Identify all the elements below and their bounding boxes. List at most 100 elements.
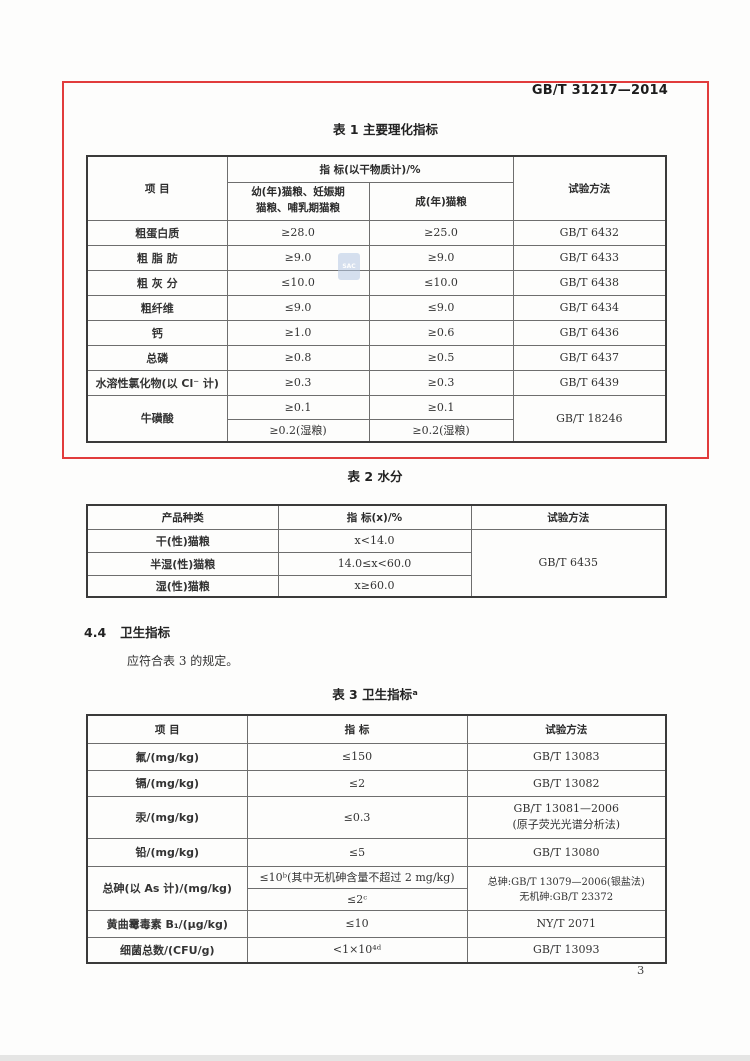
cell-indicator: ≤10	[246, 909, 468, 938]
table-row: 汞/(mg/kg) ≤0.3 GB/T 13081—2006 (原子荧光光谱分析…	[86, 795, 667, 839]
cell-method: GB/T 6438	[512, 269, 667, 296]
cell-indicator: ≤150	[246, 742, 468, 771]
cell-adult: ≥0.6	[368, 319, 514, 346]
cell-method: GB/T 13083	[466, 742, 667, 771]
cell-adult: ≤10.0	[368, 269, 514, 296]
table-row: 细菌总数/(CFU/g) <1×10⁴ᵈ GB/T 13093	[86, 936, 667, 964]
table-row: 粗 脂 肪 ≥9.0 ≥9.0 GB/T 6433	[86, 244, 667, 271]
cell-method: GB/T 6435	[470, 528, 667, 598]
t2-header-indicator: 指 标(x)/%	[277, 504, 472, 530]
cell-indicator: ≤0.3	[246, 795, 468, 839]
section-number: 4.4	[84, 625, 107, 640]
t1-header-item: 项 目	[86, 155, 228, 221]
table-row: 氟/(mg/kg) ≤150 GB/T 13083	[86, 742, 667, 771]
section-4-4-heading: 4.4 卫生指标	[84, 622, 170, 641]
section-title: 卫生指标	[120, 625, 171, 640]
cell-method: GB/T 13081—2006 (原子荧光光谱分析法)	[466, 795, 667, 839]
table3-header-row: 项 目 指 标 试验方法	[86, 714, 667, 744]
row-item-label: 氟/(mg/kg)	[86, 742, 248, 771]
row-item-label: 牛磺酸	[86, 394, 228, 443]
t1-header-young: 幼(年)猫粮、妊娠期 猫粮、哺乳期猫粮	[226, 181, 370, 221]
row-item-label: 粗蛋白质	[86, 219, 228, 246]
row-item-label: 黄曲霉毒素 B₁/(μg/kg)	[86, 909, 248, 938]
cell-adult: ≤9.0	[368, 294, 514, 321]
t3-header-indicator: 指 标	[246, 714, 468, 744]
t3-header-method: 试验方法	[466, 714, 667, 744]
cell-method: GB/T 13093	[466, 936, 667, 964]
cell-young: ≤9.0	[226, 294, 370, 321]
row-item-label: 汞/(mg/kg)	[86, 795, 248, 839]
row-item-label: 钙	[86, 319, 228, 346]
table-row: 铅/(mg/kg) ≤5 GB/T 13080	[86, 837, 667, 867]
cell-method: GB/T 13080	[466, 837, 667, 867]
arsenic-method-line2: 无机砷:GB/T 23372	[519, 892, 614, 903]
table2-title: 表 2 水分	[347, 469, 403, 484]
row-item-label: 半湿(性)猫粮	[86, 551, 279, 576]
cell-method: GB/T 6433	[512, 244, 667, 271]
row-item-label: 干(性)猫粮	[86, 528, 279, 553]
row-item-label: 粗 灰 分	[86, 269, 228, 296]
row-item-label: 细菌总数/(CFU/g)	[86, 936, 248, 964]
table1-title: 表 1 主要理化指标	[333, 122, 438, 137]
row-item-label: 粗纤维	[86, 294, 228, 321]
cell-method: 总砷:GB/T 13079—2006(银盐法) 无机砷:GB/T 23372	[466, 865, 667, 911]
cell-adult: ≥0.1	[368, 394, 514, 420]
arsenic-method-line1: 总砷:GB/T 13079—2006(银盐法)	[487, 877, 645, 888]
table-row: 粗 灰 分 ≤10.0 ≤10.0 GB/T 6438	[86, 269, 667, 296]
cell-young: ≥1.0	[226, 319, 370, 346]
cell-indicator: ≤5	[246, 837, 468, 867]
t1-header-indicator-group: 指 标(以干物质计)/%	[226, 155, 514, 183]
cell-method: GB/T 6439	[512, 369, 667, 396]
cell-method: GB/T 6437	[512, 344, 667, 371]
table-row-taurine-1: 牛磺酸 ≥0.1 ≥0.1 GB/T 18246	[86, 394, 667, 443]
row-item-label: 铅/(mg/kg)	[86, 837, 248, 867]
table-row-arsenic-1: 总砷(以 As 计)/(mg/kg) ≤10ᵇ(其中无机砷含量不超过 2 mg/…	[86, 865, 667, 911]
cell-indicator: x≥60.0	[277, 574, 472, 598]
t2-header-method: 试验方法	[470, 504, 667, 530]
cell-method: GB/T 6432	[512, 219, 667, 246]
cell-adult: ≥0.3	[368, 369, 514, 396]
table-row: 总磷 ≥0.8 ≥0.5 GB/T 6437	[86, 344, 667, 371]
table-row: 湿(性)猫粮 x≥60.0	[86, 574, 666, 598]
cell-method: GB/T 6436	[512, 319, 667, 346]
table-row: 黄曲霉毒素 B₁/(μg/kg) ≤10 NY/T 2071	[86, 909, 667, 938]
cell-young: ≥0.2(湿粮)	[226, 418, 370, 443]
table-row: 粗蛋白质 ≥28.0 ≥25.0 GB/T 6432	[86, 219, 667, 246]
cell-young: ≥0.1	[226, 394, 370, 420]
cell-indicator: <1×10⁴ᵈ	[246, 936, 468, 964]
table3: 项 目 指 标 试验方法 氟/(mg/kg) ≤150 GB/T 13083 镉…	[86, 714, 667, 964]
table-row: 钙 ≥1.0 ≥0.6 GB/T 6436	[86, 319, 667, 346]
cell-young: ≥28.0	[226, 219, 370, 246]
page-number: 3	[637, 963, 645, 977]
cell-adult: ≥0.2(湿粮)	[368, 418, 514, 443]
t3-header-item: 项 目	[86, 714, 248, 744]
row-item-label: 水溶性氯化物(以 Cl⁻ 计)	[86, 369, 228, 396]
cell-method: GB/T 6434	[512, 294, 667, 321]
row-item-label: 总砷(以 As 计)/(mg/kg)	[86, 865, 248, 911]
t2-header-product: 产品种类	[86, 504, 279, 530]
cell-young: ≥0.8	[226, 344, 370, 371]
scan-edge-artifact	[0, 1055, 750, 1061]
cell-indicator: ≤2ᶜ	[246, 887, 468, 911]
t1-header-method: 试验方法	[512, 155, 667, 221]
cell-indicator: x<14.0	[277, 528, 472, 553]
cell-method: GB/T 18246	[512, 394, 667, 443]
table1-highlight-box: 表 1 主要理化指标 项 目 指 标(以干物质计)/% 试验方法 幼(年)猫粮、…	[62, 81, 709, 459]
cell-method: GB/T 13082	[466, 769, 667, 797]
cell-adult: ≥9.0	[368, 244, 514, 271]
table-row: 粗纤维 ≤9.0 ≤9.0 GB/T 6434	[86, 294, 667, 321]
t1-header-adult: 成(年)猫粮	[368, 181, 514, 221]
table-row: 干(性)猫粮 x<14.0 GB/T 6435	[86, 528, 667, 598]
row-item-label: 镉/(mg/kg)	[86, 769, 248, 797]
standard-number: GB/T 31217—2014	[531, 83, 668, 98]
table1: 项 目 指 标(以干物质计)/% 试验方法 幼(年)猫粮、妊娠期 猫粮、哺乳期猫…	[86, 155, 668, 443]
table-row: 水溶性氯化物(以 Cl⁻ 计) ≥0.3 ≥0.3 GB/T 6439	[86, 369, 667, 396]
sac-watermark-icon: SAC	[338, 253, 360, 280]
table2: 产品种类 指 标(x)/% 试验方法 干(性)猫粮 x<14.0 GB/T 64…	[86, 504, 667, 598]
cell-young: ≥0.3	[226, 369, 370, 396]
table-row-taurine-2: ≥0.2(湿粮) ≥0.2(湿粮)	[87, 418, 666, 443]
table3-title: 表 3 卫生指标ᵃ	[332, 687, 418, 702]
table1-header-row: 项 目 指 标(以干物质计)/% 试验方法	[86, 155, 667, 221]
cell-adult: ≥0.5	[368, 344, 514, 371]
cell-indicator: ≤2	[246, 769, 468, 797]
